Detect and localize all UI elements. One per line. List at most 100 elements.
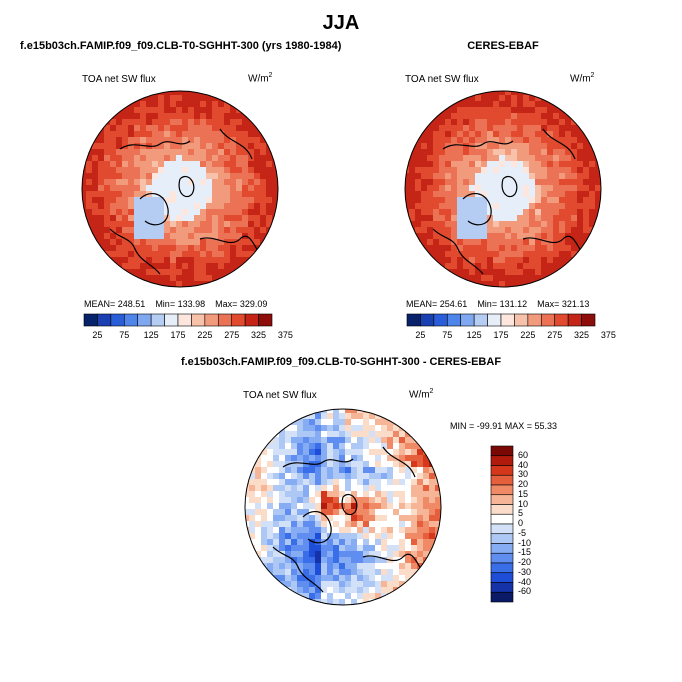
colorbar-swatch (231, 313, 246, 327)
colorbar-swatch (244, 313, 259, 327)
colorbar-swatch (191, 313, 206, 327)
panel2-units: W/m2 (570, 72, 595, 85)
colorbar-swatch (420, 313, 435, 327)
colorbar-swatch (490, 562, 514, 574)
colorbar-swatch (83, 313, 98, 327)
colorbar-tick-label: 225 (197, 330, 213, 340)
colorbar-tick-label: 125 (143, 330, 159, 340)
colorbar-tick-label: 125 (466, 330, 482, 340)
panel2-variable-label: TOA net SW flux (405, 74, 479, 85)
colorbar-swatch (490, 523, 514, 535)
panel1-stats: MEAN= 248.51 Min= 133.98 Max= 329.09 (84, 299, 267, 309)
panel1-max: Max= 329.09 (215, 299, 268, 309)
colorbar-swatch (554, 313, 569, 327)
colorbar-swatch (490, 494, 514, 505)
panel3-colorbar (490, 445, 514, 603)
panel3-title: f.e15b03ch.FAMIP.f09_f09.CLB-T0-SGHHT-30… (180, 356, 502, 368)
colorbar-tick-label: -10 (518, 537, 532, 548)
colorbar-tick-label: 325 (251, 330, 267, 340)
colorbar-tick-label: 75 (119, 330, 130, 340)
colorbar-tick-label: 275 (224, 330, 240, 340)
colorbar-tick-label: -30 (518, 566, 532, 577)
colorbar-tick-label: 375 (277, 330, 293, 340)
colorbar-swatch (490, 513, 514, 525)
colorbar-swatch (406, 313, 421, 327)
colorbar-tick-label: -5 (518, 527, 527, 538)
colorbar-swatch (490, 474, 514, 486)
colorbar-tick-label: 0 (518, 518, 524, 528)
panel1-variable-label: TOA net SW flux (82, 74, 156, 85)
colorbar-tick-label: 275 (547, 330, 563, 340)
colorbar-swatch (177, 313, 192, 327)
colorbar-tick-label: 25 (415, 330, 426, 340)
panel1-title: f.e15b03ch.FAMIP.f09_f09.CLB-T0-SGHHT-30… (20, 40, 342, 52)
colorbar-tick-label: 5 (518, 508, 524, 519)
panel2-max: Max= 321.13 (537, 299, 590, 309)
colorbar-swatch (490, 465, 514, 476)
colorbar-swatch (204, 313, 219, 327)
colorbar-tick-label: 75 (442, 330, 453, 340)
colorbar-tick-label: -40 (518, 576, 532, 587)
colorbar-swatch (490, 591, 514, 603)
panel2-colorbar (406, 313, 596, 327)
panel1-colorbar (83, 313, 273, 327)
colorbar-tick-label: 20 (518, 479, 529, 489)
colorbar-swatch (490, 533, 514, 544)
colorbar-swatch (487, 313, 502, 327)
colorbar-swatch (514, 313, 529, 327)
colorbar-tick-label: 30 (518, 469, 529, 480)
colorbar-swatch (258, 313, 273, 327)
colorbar-tick-label: 375 (600, 330, 616, 340)
colorbar-tick-label: 40 (518, 459, 529, 470)
colorbar-swatch (110, 313, 125, 327)
colorbar-swatch (490, 582, 514, 593)
colorbar-swatch (490, 552, 514, 564)
colorbar-swatch (567, 313, 582, 327)
panel2-title: CERES-EBAF (467, 40, 539, 52)
panel3-polar-map (244, 408, 442, 606)
panel2-mean: MEAN= 254.61 (406, 299, 468, 309)
colorbar-tick-label: 15 (518, 488, 529, 499)
colorbar-swatch (97, 313, 112, 327)
colorbar-swatch (164, 313, 179, 327)
panel3-variable-label: TOA net SW flux (243, 390, 317, 401)
colorbar-tick-label: -15 (518, 547, 532, 558)
colorbar-tick-label: 175 (170, 330, 186, 340)
panel1-min: Min= 133.98 (155, 299, 206, 309)
colorbar-swatch (540, 313, 556, 327)
panel2-min: Min= 131.12 (477, 299, 528, 309)
colorbar-tick-label: -20 (518, 557, 532, 567)
panel1-units: W/m2 (248, 72, 273, 85)
colorbar-swatch (490, 455, 514, 466)
colorbar-swatch (490, 484, 514, 496)
figure-title: JJA (322, 12, 360, 34)
colorbar-tick-label: 325 (574, 330, 590, 340)
colorbar-swatch (490, 445, 514, 457)
colorbar-swatch (490, 504, 514, 515)
colorbar-swatch (433, 313, 448, 327)
panel2-polar-map (404, 90, 602, 288)
panel3-stats: MIN = -99.91 MAX = 55.33 (450, 421, 558, 431)
colorbar-swatch (150, 313, 165, 327)
colorbar-tick-label: 175 (493, 330, 509, 340)
colorbar-swatch (473, 313, 488, 327)
panel3-units: W/m2 (409, 388, 434, 401)
panel2-stats: MEAN= 254.61 Min= 131.12 Max= 321.13 (406, 299, 589, 309)
colorbar-tick-label: -60 (518, 586, 532, 597)
colorbar-tick-label: 225 (520, 330, 536, 340)
colorbar-swatch (490, 572, 514, 583)
colorbar-tick-label: 10 (518, 498, 529, 509)
colorbar-swatch (460, 313, 475, 327)
colorbar-tick-label: 25 (92, 330, 103, 340)
colorbar-swatch (217, 313, 233, 327)
colorbar-swatch (446, 313, 462, 327)
colorbar-swatch (137, 313, 152, 327)
colorbar-swatch (490, 543, 514, 554)
colorbar-swatch (581, 313, 596, 327)
panel1-polar-map (81, 90, 279, 288)
colorbar-tick-label: 60 (518, 449, 529, 460)
panel1-mean: MEAN= 248.51 (84, 299, 146, 309)
colorbar-swatch (500, 313, 515, 327)
colorbar-swatch (527, 313, 542, 327)
colorbar-swatch (123, 313, 139, 327)
